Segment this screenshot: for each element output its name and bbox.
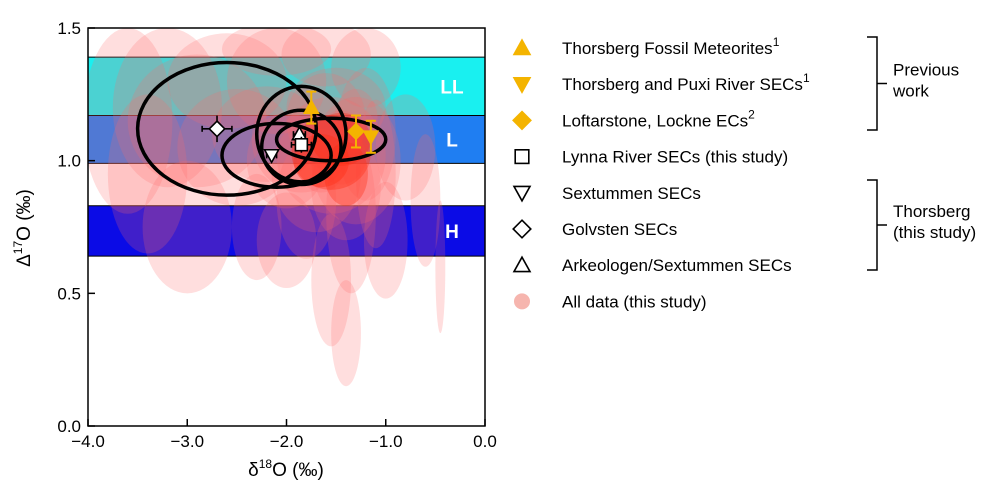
band-h [88, 205, 485, 257]
all-data-ellipse [326, 134, 376, 294]
legend-marker-triangle-up [512, 38, 532, 56]
all-data-ellipse [410, 134, 441, 267]
band-ll [88, 57, 485, 116]
legend: Thorsberg Fossil Meteorites1 Thorsberg an… [512, 35, 976, 311]
legend-label: Sextummen SECs [562, 184, 701, 203]
all-data-ellipse [276, 142, 337, 259]
x-tick-label: 0.0 [473, 432, 497, 451]
y-tick-label: 0.5 [57, 284, 81, 303]
group-ellipse [259, 108, 343, 187]
all-data-ellipse [226, 28, 327, 135]
all-data-ellipse [435, 200, 446, 334]
all-data-ellipse [142, 160, 232, 294]
all-data-ellipse [127, 54, 267, 188]
class-bands [88, 56, 485, 257]
legend-marker-diamond [512, 219, 532, 239]
legend-label: Lynna River SECs (this study) [562, 148, 788, 167]
x-tick-label: −2.0 [270, 432, 304, 451]
legend-label: Thorsberg and Puxi River SECs1 [562, 71, 810, 94]
all-data-ellipse [222, 28, 332, 76]
legend-label: Golvsten SECs [562, 220, 677, 239]
group-ellipses [135, 60, 388, 197]
previous-work-point [347, 122, 365, 141]
legend-label: Loftarstone, Lockne ECs2 [562, 107, 755, 130]
legend-marker-triangle-down [512, 77, 532, 94]
y-tick-label: 1.0 [57, 152, 81, 171]
y-axis-label: Δ17O (‰) [11, 189, 35, 267]
band-label: H [445, 222, 459, 243]
this-study-point [263, 148, 280, 165]
all-data-ellipse [375, 94, 436, 201]
x-axis-label: δ18O (‰) [248, 457, 324, 481]
y-tick-label: 0.0 [57, 417, 81, 436]
legend-marker-triangle-up [512, 255, 532, 273]
legend-label: All data (this study) [562, 292, 707, 311]
bracket-label: work [892, 82, 929, 101]
all-data-ellipse [88, 28, 173, 214]
x-tick-label: −4.0 [71, 432, 105, 451]
previous-work-point [362, 130, 380, 146]
bracket-label: (this study) [893, 223, 976, 242]
all-data-ellipse [311, 213, 352, 347]
group-ellipse [254, 84, 348, 184]
legend-bracket [867, 179, 878, 271]
legend-marker-circle [514, 293, 530, 310]
legend-marker-square [514, 149, 530, 165]
bracket-label: Previous [893, 61, 959, 80]
all-data-ellipse [107, 94, 188, 254]
all-data-ellipse [167, 33, 287, 129]
this-study-point [208, 119, 226, 138]
legend-bracket [867, 36, 878, 131]
all-data-ellipse [231, 173, 282, 281]
all-data-ellipse [256, 192, 317, 289]
axes: −4.0 −3.0 −2.0 −1.0 0.0 0.0 0.5 1.0 1.5 [57, 19, 496, 451]
legend-marker-diamond [512, 110, 532, 131]
data-points [201, 90, 380, 165]
bracket-label: Thorsberg [893, 202, 970, 221]
legend-marker-triangle-down [512, 185, 532, 203]
all-data-ellipse [331, 28, 401, 108]
y-tick-label: 1.5 [57, 19, 81, 38]
band-label: LL [440, 77, 464, 98]
all-data-ellipse [331, 280, 361, 387]
all-data-ellipse [177, 89, 297, 206]
x-tick-label: −3.0 [170, 432, 204, 451]
this-study-point [294, 137, 309, 152]
group-ellipse [135, 60, 319, 197]
legend-label: Thorsberg Fossil Meteorites1 [562, 35, 780, 58]
previous-work-point [302, 98, 320, 114]
x-tick-label: −1.0 [369, 432, 403, 451]
band-label: L [446, 130, 458, 151]
legend-label: Arkeologen/Sextummen SECs [562, 256, 792, 275]
all-data-ellipse [281, 28, 371, 87]
group-ellipse [220, 121, 333, 189]
all-data-ellipse [363, 181, 408, 299]
